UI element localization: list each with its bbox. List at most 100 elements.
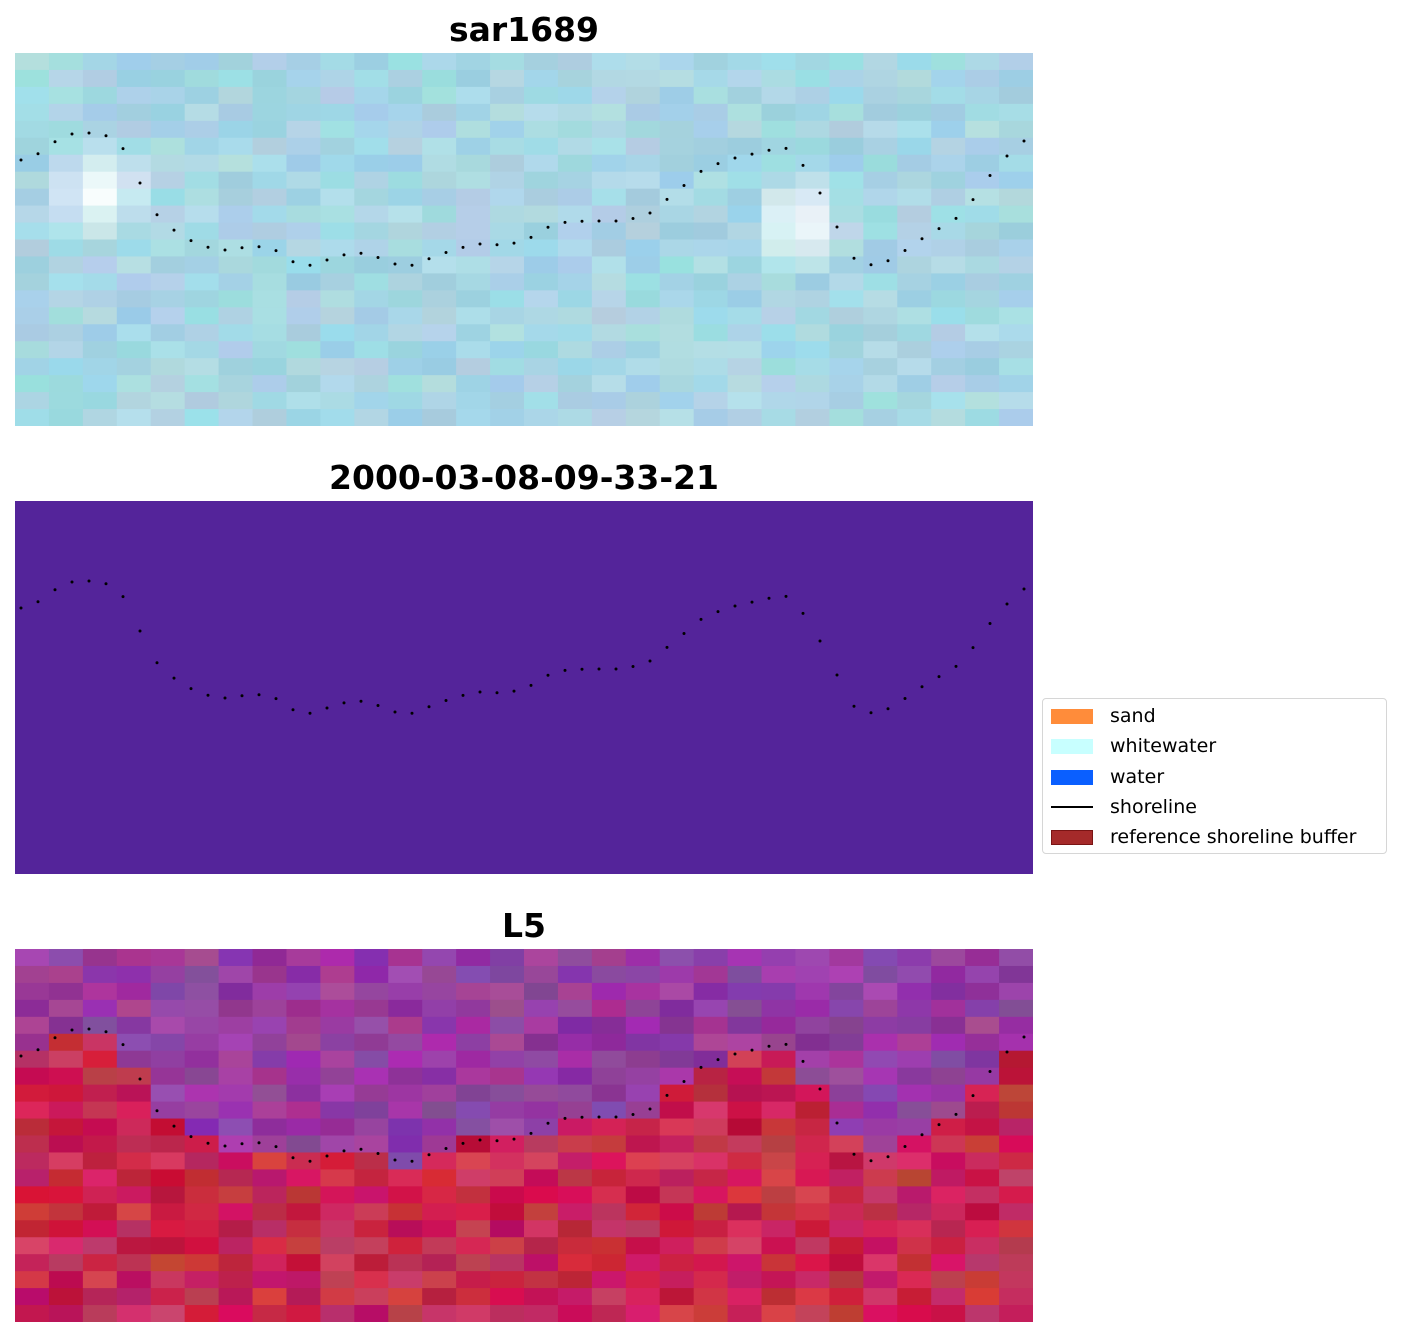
sar-pixel	[625, 188, 661, 207]
l5-pixel	[659, 1050, 695, 1069]
l5-pixel	[15, 1152, 50, 1171]
sar-pixel	[897, 137, 932, 156]
sar-pixel	[490, 120, 525, 139]
l5-pixel	[82, 1271, 118, 1289]
sar-pixel	[999, 222, 1033, 241]
l5-pixel	[897, 965, 932, 984]
l5-pixel	[82, 1101, 118, 1120]
l5-pixel	[591, 1135, 627, 1154]
sar-pixel	[252, 69, 288, 88]
l5-pixel	[218, 1254, 254, 1272]
shoreline-point	[614, 667, 618, 671]
l5-pixel	[863, 1135, 898, 1154]
l5-pixel	[354, 1186, 389, 1204]
l5-pixel	[490, 1271, 525, 1289]
sar-pixel	[48, 205, 84, 224]
sar-pixel	[354, 103, 389, 122]
l5-pixel	[625, 1271, 661, 1289]
sar-pixel	[388, 205, 423, 224]
l5-pixel	[15, 1305, 50, 1322]
sar-pixel	[320, 307, 355, 325]
sar-pixel	[184, 154, 220, 173]
sar-pixel	[150, 273, 186, 291]
sar-pixel	[48, 358, 84, 376]
l5-pixel	[82, 1169, 118, 1187]
l5-pixel	[557, 1016, 593, 1035]
sar-pixel	[218, 409, 254, 426]
l5-pixel	[931, 1271, 966, 1289]
sar-pixel	[252, 154, 288, 173]
sar-pixel	[388, 171, 423, 190]
reference-buffer-swatch	[1051, 829, 1093, 845]
sar-pixel	[557, 86, 593, 105]
sar-pixel	[184, 256, 220, 275]
l5-pixel	[897, 999, 932, 1018]
l5-pixel	[218, 1152, 254, 1171]
shoreline-point	[920, 1133, 924, 1137]
l5-pixel	[727, 1254, 763, 1272]
sar-pixel	[965, 222, 1000, 241]
sar-pixel	[965, 341, 1000, 359]
l5-pixel	[999, 999, 1033, 1018]
shoreline-point	[682, 1080, 686, 1083]
l5-pixel	[829, 1067, 864, 1086]
l5-pixel	[184, 1305, 220, 1322]
sar-pixel	[184, 341, 220, 359]
l5-pixel	[931, 1186, 966, 1204]
sar-pixel	[388, 307, 423, 325]
sar-pixel	[252, 375, 288, 393]
l5-pixel	[456, 1186, 491, 1204]
sar-pixel	[524, 69, 559, 88]
sar-pixel	[761, 375, 797, 393]
l5-pixel	[490, 1084, 525, 1103]
sar-pixel	[591, 53, 627, 71]
sar-pixel	[897, 53, 932, 71]
shoreline-point	[988, 622, 992, 625]
sar-pixel	[116, 239, 152, 258]
l5-pixel	[48, 949, 84, 967]
l5-pixel	[82, 1254, 118, 1272]
shoreline-point	[1005, 154, 1009, 158]
l5-pixel	[897, 1237, 932, 1255]
sar-pixel	[456, 273, 491, 291]
l5-pixel	[184, 1203, 220, 1221]
sar-pixel	[931, 137, 966, 156]
sar-pixel	[184, 171, 220, 190]
l5-pixel	[795, 1305, 830, 1322]
sar-pixel	[490, 154, 525, 173]
l5-pixel	[557, 949, 593, 967]
sar-pixel	[15, 188, 50, 207]
l5-pixel	[150, 1169, 186, 1187]
l5-pixel	[931, 1033, 966, 1052]
sar-pixel	[524, 324, 559, 342]
l5-pixel	[218, 1288, 254, 1306]
sar-pixel	[184, 69, 220, 88]
sar-pixel	[659, 103, 695, 122]
shoreline-point	[954, 1112, 958, 1116]
l5-pixel	[557, 1220, 593, 1238]
l5-pixel	[422, 982, 457, 1001]
l5-pixel	[15, 949, 50, 967]
l5-pixel	[15, 1237, 50, 1255]
sar-pixel	[354, 137, 389, 156]
shoreline-point	[801, 1059, 805, 1063]
sar-pixel	[999, 86, 1033, 105]
sar-pixel	[150, 120, 186, 139]
l5-pixel	[761, 999, 797, 1018]
legend-item-water: water	[1051, 764, 1164, 790]
l5-pixel	[116, 1101, 152, 1120]
sar-pixel	[625, 409, 661, 426]
sar-pixel	[999, 307, 1033, 325]
l5-pixel	[965, 1305, 1000, 1322]
l5-pixel	[456, 999, 491, 1018]
l5-pixel	[184, 1135, 220, 1154]
sar-pixel	[82, 358, 118, 376]
shoreline-point	[495, 243, 499, 247]
l5-pixel	[659, 1169, 695, 1187]
l5-pixel	[490, 1033, 525, 1052]
shoreline-point	[172, 676, 176, 680]
sar-pixel	[625, 341, 661, 359]
sar-pixel	[727, 53, 763, 71]
l5-pixel	[625, 1118, 661, 1137]
l5-pixel	[625, 982, 661, 1001]
